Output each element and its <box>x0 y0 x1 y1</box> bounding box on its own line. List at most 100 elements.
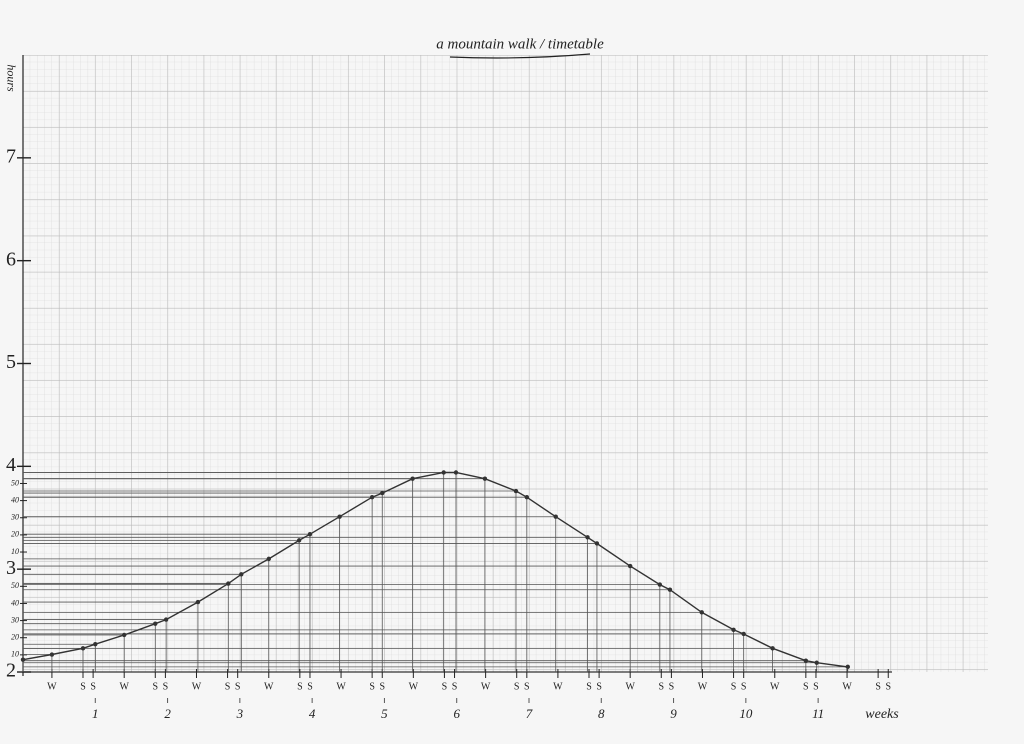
day-label: S <box>90 681 96 692</box>
data-point <box>524 494 530 500</box>
data-point <box>513 488 519 494</box>
day-label: W <box>698 681 708 692</box>
data-point <box>80 646 86 651</box>
day-label: S <box>514 681 520 692</box>
x-tick-label: 1 <box>92 706 99 721</box>
day-label: W <box>119 681 129 692</box>
day-label: W <box>336 681 346 692</box>
day-label: S <box>152 681 158 692</box>
x-tick-label: 6 <box>453 706 460 721</box>
data-point <box>585 535 590 540</box>
y-minor-tick-label: 40 <box>11 598 19 607</box>
data-point <box>731 627 736 633</box>
y-minor-tick-label: 10 <box>11 547 19 556</box>
paper-grid-major <box>23 55 988 672</box>
day-label: W <box>481 681 491 692</box>
y-minor-tick-label: 20 <box>11 633 19 642</box>
data-point <box>410 476 415 481</box>
data-point <box>93 642 98 647</box>
y-tick-label: 6 <box>6 248 16 270</box>
day-label: S <box>885 681 891 692</box>
x-tick-label: 5 <box>381 706 388 721</box>
data-point <box>49 652 55 657</box>
data-point <box>814 660 819 665</box>
data-point <box>307 532 313 537</box>
x-axis-label: weeks <box>865 707 899 722</box>
day-label: S <box>307 681 313 692</box>
data-point <box>699 610 704 615</box>
y-minor-tick-label: 30 <box>10 615 19 624</box>
day-label: S <box>452 681 458 692</box>
day-label: W <box>192 681 202 692</box>
x-tick-label: 7 <box>526 706 533 721</box>
day-label: W <box>264 681 274 692</box>
day-label: S <box>369 681 375 692</box>
day-label: W <box>625 681 635 692</box>
day-label: S <box>741 681 747 692</box>
data-point <box>770 646 775 651</box>
day-label: S <box>163 681 169 692</box>
day-label: S <box>875 681 881 692</box>
day-label: S <box>80 681 86 692</box>
day-label: W <box>842 681 852 692</box>
day-label: S <box>442 681 448 692</box>
data-point <box>553 514 558 519</box>
day-label: S <box>379 681 385 692</box>
day-label: S <box>524 681 530 692</box>
y-axis-label: hours <box>4 64 18 92</box>
data-point <box>803 658 809 663</box>
data-point <box>163 617 169 622</box>
day-label: W <box>770 681 780 692</box>
y-minor-tick-label: 50 <box>11 581 19 590</box>
x-tick-label: 10 <box>739 706 753 721</box>
data-point <box>657 582 663 587</box>
data-point <box>453 470 459 475</box>
y-tick-label: 5 <box>6 351 16 373</box>
day-label: S <box>803 681 809 692</box>
y-minor-tick-label: 20 <box>11 530 19 539</box>
x-tick-label: 2 <box>164 706 171 721</box>
x-tick-label: 3 <box>236 706 244 721</box>
data-point <box>266 556 271 562</box>
y-minor-tick-label: 10 <box>11 650 19 659</box>
data-point <box>20 657 26 662</box>
day-label: S <box>658 681 664 692</box>
y-tick-label: 7 <box>6 145 16 167</box>
y-tick-label: 2 <box>6 660 16 682</box>
y-tick-label: 4 <box>6 454 16 476</box>
y-minor-tick-label: 40 <box>11 495 19 504</box>
day-label: S <box>586 681 592 692</box>
data-point <box>667 587 673 592</box>
data-point <box>845 664 850 670</box>
data-point <box>369 494 375 500</box>
x-tick-label: 4 <box>309 706 316 721</box>
data-point <box>482 476 488 481</box>
day-label: S <box>813 681 819 692</box>
chart-title: a mountain walk / timetable <box>436 36 604 52</box>
data-point <box>337 514 342 519</box>
day-label: S <box>235 681 241 692</box>
day-label: S <box>731 681 737 692</box>
day-label: S <box>596 681 602 692</box>
day-label: W <box>47 681 57 692</box>
data-point <box>627 563 633 569</box>
data-point <box>226 581 231 586</box>
data-point <box>153 621 158 626</box>
data-point <box>296 538 302 543</box>
data-point <box>239 572 244 577</box>
data-point <box>121 632 127 638</box>
x-tick-label: 8 <box>598 706 605 721</box>
data-point <box>441 470 446 475</box>
title-underline <box>449 53 591 59</box>
x-tick-label: 11 <box>812 706 824 721</box>
day-label: S <box>669 681 675 692</box>
data-point <box>195 599 201 605</box>
day-label: S <box>225 681 231 692</box>
day-label: W <box>553 681 563 692</box>
y-minor-tick-label: 30 <box>10 513 19 522</box>
data-point <box>380 490 385 496</box>
day-label: W <box>409 681 419 692</box>
day-label: S <box>297 681 303 692</box>
